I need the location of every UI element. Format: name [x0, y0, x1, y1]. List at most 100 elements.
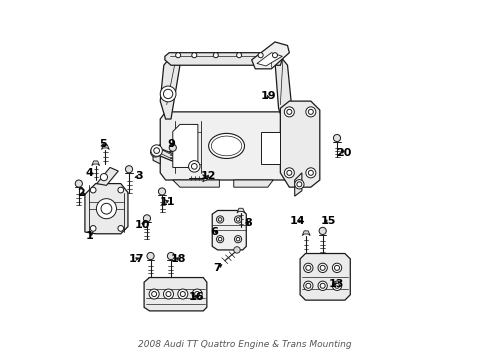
Circle shape [90, 226, 96, 231]
Circle shape [100, 174, 107, 181]
Circle shape [90, 187, 96, 193]
Ellipse shape [208, 134, 244, 158]
Circle shape [96, 199, 116, 219]
Circle shape [308, 170, 313, 175]
Circle shape [180, 292, 185, 297]
Text: 11: 11 [159, 197, 175, 207]
Text: 10: 10 [134, 220, 150, 230]
Circle shape [165, 292, 171, 297]
Circle shape [286, 109, 291, 114]
Circle shape [163, 289, 173, 299]
Circle shape [188, 161, 200, 172]
Circle shape [153, 148, 159, 153]
Circle shape [191, 163, 197, 169]
Circle shape [218, 218, 222, 221]
Circle shape [305, 107, 315, 117]
Circle shape [272, 53, 277, 58]
Polygon shape [237, 208, 244, 213]
Circle shape [118, 226, 123, 231]
Circle shape [320, 265, 325, 270]
Polygon shape [160, 56, 180, 119]
Polygon shape [302, 231, 309, 235]
Polygon shape [92, 161, 100, 166]
Circle shape [284, 168, 294, 178]
Polygon shape [251, 42, 289, 69]
Ellipse shape [211, 136, 241, 156]
Polygon shape [160, 112, 294, 180]
Polygon shape [97, 167, 118, 185]
Polygon shape [274, 56, 290, 119]
Text: 14: 14 [289, 216, 305, 226]
Circle shape [167, 252, 174, 260]
Text: 15: 15 [321, 216, 336, 226]
Circle shape [125, 166, 132, 173]
Polygon shape [233, 180, 273, 187]
Circle shape [118, 187, 123, 193]
Circle shape [158, 188, 165, 195]
Circle shape [218, 237, 222, 241]
Circle shape [286, 170, 291, 175]
Polygon shape [280, 101, 319, 187]
Circle shape [236, 53, 241, 58]
Circle shape [284, 107, 294, 117]
Circle shape [163, 89, 172, 99]
Polygon shape [300, 253, 349, 300]
Circle shape [150, 147, 160, 157]
Text: 5: 5 [99, 139, 106, 149]
Circle shape [234, 235, 241, 243]
Circle shape [151, 145, 162, 156]
Text: 2008 Audi TT Quattro Engine & Trans Mounting: 2008 Audi TT Quattro Engine & Trans Moun… [138, 341, 350, 350]
Circle shape [143, 215, 150, 222]
Circle shape [332, 281, 341, 291]
Polygon shape [164, 53, 283, 65]
Circle shape [236, 237, 239, 241]
Circle shape [305, 168, 315, 178]
Circle shape [305, 265, 310, 270]
Text: 12: 12 [201, 171, 216, 181]
Circle shape [216, 235, 223, 243]
Circle shape [234, 216, 241, 223]
Circle shape [213, 53, 218, 58]
Text: 3: 3 [135, 171, 142, 181]
Circle shape [75, 180, 82, 187]
Circle shape [334, 283, 339, 288]
Text: 13: 13 [327, 279, 343, 289]
Circle shape [294, 180, 304, 189]
Circle shape [175, 53, 180, 58]
Text: 2: 2 [77, 188, 85, 198]
Circle shape [334, 265, 339, 270]
Text: 20: 20 [336, 148, 351, 158]
Text: 1: 1 [85, 231, 93, 240]
Circle shape [332, 263, 341, 273]
Circle shape [317, 281, 326, 291]
Text: 4: 4 [85, 168, 93, 178]
Polygon shape [153, 148, 198, 169]
Text: 6: 6 [210, 227, 218, 237]
Circle shape [169, 144, 176, 151]
Circle shape [320, 283, 325, 288]
Polygon shape [257, 53, 282, 66]
Circle shape [149, 289, 159, 299]
Circle shape [151, 292, 156, 297]
Polygon shape [153, 144, 160, 164]
Circle shape [305, 283, 310, 288]
Bar [260, 132, 280, 164]
Polygon shape [294, 173, 301, 196]
Polygon shape [85, 184, 128, 234]
Polygon shape [212, 211, 246, 250]
Text: 17: 17 [128, 254, 143, 264]
Polygon shape [144, 278, 206, 311]
Polygon shape [172, 125, 198, 167]
Circle shape [233, 247, 240, 253]
Circle shape [194, 292, 199, 297]
Circle shape [317, 263, 326, 273]
Circle shape [303, 263, 312, 273]
Circle shape [258, 53, 263, 58]
Circle shape [333, 134, 340, 141]
Circle shape [153, 149, 158, 154]
Polygon shape [101, 145, 109, 149]
Text: 7: 7 [213, 263, 221, 273]
Circle shape [303, 281, 312, 291]
Text: 9: 9 [167, 139, 175, 149]
Circle shape [216, 216, 223, 223]
